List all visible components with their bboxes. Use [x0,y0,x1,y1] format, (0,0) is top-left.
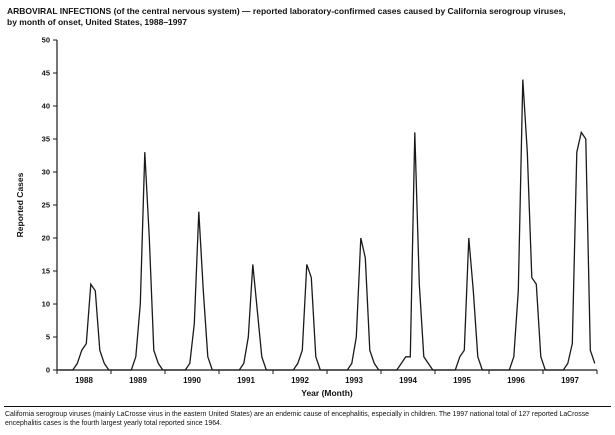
y-tick-label: 25 [42,201,50,210]
x-year-label: 1990 [183,376,201,385]
y-tick-label: 50 [42,36,50,45]
y-tick-label: 20 [42,234,50,243]
y-tick-label: 45 [42,69,50,78]
figure-footnote: California serogroup viruses (mainly LaC… [5,411,589,428]
x-year-label: 1993 [345,376,363,385]
y-tick-label: 0 [46,366,50,375]
x-year-label: 1995 [453,376,471,385]
y-tick-label: 10 [42,300,50,309]
x-year-label: 1992 [291,376,309,385]
y-tick-label: 30 [42,168,50,177]
footnote-divider [4,406,611,407]
x-year-label: 1988 [75,376,93,385]
x-year-label: 1989 [129,376,147,385]
y-axis-label: Reported Cases [15,172,25,238]
chart-canvas: 0 5 10 15 20 25 30 35 40 45 50 1988 1989 1990 1991 1992… [42,36,598,385]
y-tick-label: 40 [42,102,50,111]
x-year-label: 1997 [561,376,579,385]
figure-title: ARBOVIRAL INFECTIONS (of the central ner… [7,6,566,28]
y-tick-label: 5 [46,333,50,342]
y-tick-label: 35 [42,135,50,144]
reported-cases-line [59,79,596,371]
x-axis-label: Year (Month) [301,388,353,398]
y-tick-label: 15 [42,267,50,276]
x-year-label: 1996 [507,376,525,385]
x-year-label: 1991 [237,376,255,385]
x-year-label: 1994 [399,376,417,385]
